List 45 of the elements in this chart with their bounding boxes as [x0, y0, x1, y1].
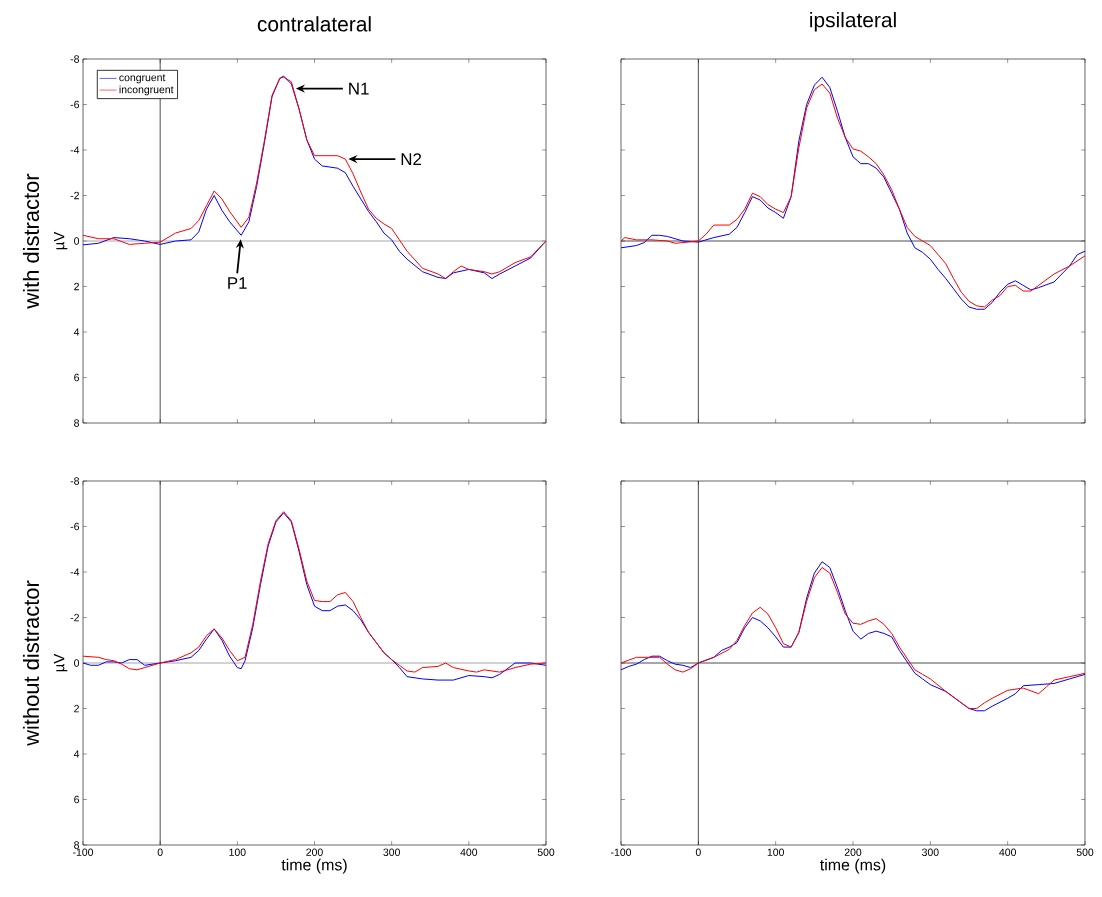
y-tick-label: 6	[74, 795, 80, 804]
x-tick-label: 300	[383, 848, 400, 856]
x-tick-label: 500	[537, 848, 555, 856]
chart-title: ipsilateral	[810, 12, 896, 32]
legend-label: incongruent	[119, 85, 174, 96]
x-tick-label: 100	[767, 848, 784, 856]
annotation: N2	[401, 153, 422, 166]
annotation: N1	[349, 82, 369, 95]
y-tick-label: -6	[70, 100, 80, 109]
y-tick-label: -8	[70, 55, 80, 63]
x-tick-label: 200	[306, 848, 323, 856]
x-tick-label: 300	[922, 848, 939, 856]
y-tick-label: 4	[73, 328, 80, 336]
chart-title: contralateral	[257, 16, 371, 32]
y-axis-title: µV	[53, 653, 68, 672]
y-tick-label: 2	[74, 282, 79, 291]
y-tick-label: 0	[74, 659, 80, 667]
x-tick-label: 400	[999, 848, 1016, 856]
x-tick-label: 100	[229, 848, 246, 856]
y-tick-label: 8	[74, 419, 80, 427]
text: without distractor	[22, 580, 40, 746]
legend-label: congruent	[119, 74, 166, 84]
x-tick-label: 200	[844, 848, 862, 856]
x-tick-label: 0	[695, 848, 701, 856]
x-tick-label: 500	[1076, 848, 1094, 856]
y-axis-title: µV	[53, 231, 68, 250]
x-tick-label: -100	[611, 848, 632, 856]
x-tick-label: -100	[73, 848, 94, 856]
y-tick-label: -4	[70, 568, 80, 576]
annotation: P1	[228, 277, 247, 289]
y-tick-label: -6	[70, 522, 80, 531]
y-tick-label: 8	[74, 841, 80, 849]
x-tick-label: 400	[460, 848, 478, 856]
y-tick-label: 6	[74, 373, 80, 382]
x-axis-title: time (ms)	[281, 858, 347, 874]
y-tick-label: -2	[70, 191, 79, 200]
y-tick-label: -2	[70, 613, 79, 622]
y-tick-label: 4	[73, 750, 80, 758]
y-tick-label: -4	[70, 146, 80, 154]
x-axis-title: time (ms)	[820, 858, 886, 874]
y-tick-label: -8	[70, 477, 80, 485]
y-tick-label: 0	[74, 237, 80, 245]
x-tick-label: 0	[157, 848, 163, 856]
y-tick-label: 2	[74, 704, 79, 713]
text: with distractor	[22, 173, 40, 309]
